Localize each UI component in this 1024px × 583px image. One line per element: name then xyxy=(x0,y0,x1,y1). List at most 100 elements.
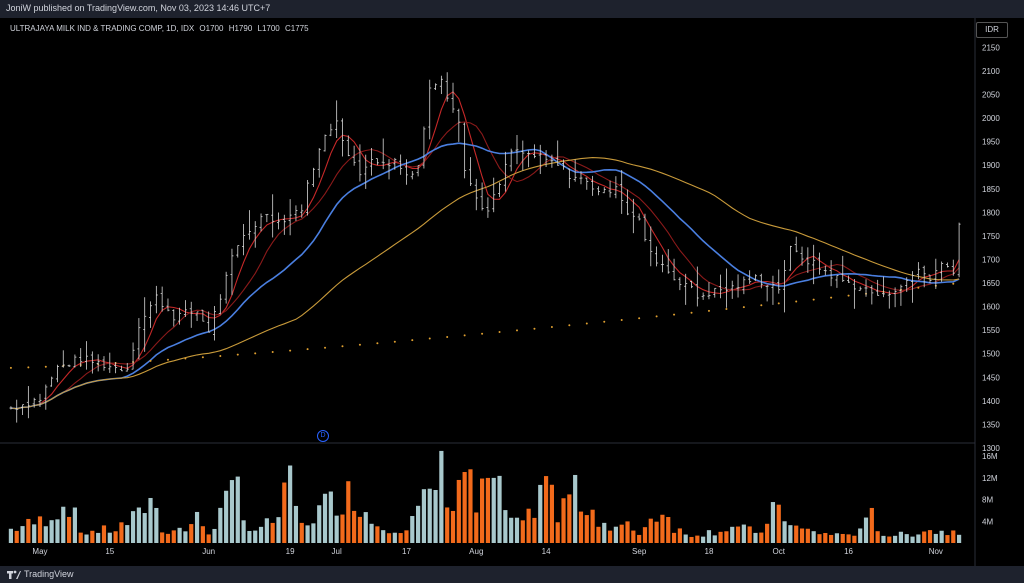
ma-dot xyxy=(568,324,571,327)
price-bar xyxy=(183,300,187,317)
price-bar xyxy=(736,274,740,298)
price-bar xyxy=(317,148,321,178)
price-bar xyxy=(73,354,77,368)
low-value: 1700 xyxy=(261,24,280,33)
price-tick-label: 2150 xyxy=(982,43,1000,52)
volume-bar xyxy=(468,469,473,543)
volume-bar xyxy=(834,533,840,543)
volume-bar xyxy=(410,516,415,543)
tradingview-brand: TradingView xyxy=(24,569,74,579)
volume-bar xyxy=(625,521,630,543)
ma-dot xyxy=(393,340,396,343)
volume-bar xyxy=(119,522,124,543)
price-bar xyxy=(131,342,135,370)
tradingview-logo-icon xyxy=(7,570,21,579)
ma-dot xyxy=(184,357,187,360)
ma-dot xyxy=(533,327,536,330)
volume-bar xyxy=(735,526,741,543)
price-bar xyxy=(631,198,635,234)
ma-dot xyxy=(428,337,431,340)
price-bar xyxy=(742,276,746,295)
dividend-marker[interactable]: D xyxy=(317,430,329,442)
chart-area[interactable]: 1300 1350 1400 1450 1500 1550 1600 1650 1700 1750… xyxy=(0,18,1024,566)
volume-bar xyxy=(509,517,514,543)
volume-bar xyxy=(695,535,700,543)
volume-bar xyxy=(253,530,258,543)
ma-dot xyxy=(289,349,292,352)
volume-bar xyxy=(154,507,159,543)
price-bar xyxy=(503,151,507,192)
footer-bar: TradingView xyxy=(0,566,1024,583)
ma-dot xyxy=(306,348,309,351)
volume-bar xyxy=(596,526,601,543)
ma-dot xyxy=(585,322,588,325)
volume-bar xyxy=(136,507,141,543)
price-bars xyxy=(9,72,961,423)
volume-bar xyxy=(642,527,648,543)
volume-bar xyxy=(817,534,822,543)
price-bar xyxy=(876,279,880,296)
price-bar xyxy=(585,177,589,190)
volume-bar xyxy=(340,514,345,543)
price-bar xyxy=(852,279,856,309)
volume-bar xyxy=(369,523,374,543)
price-bar xyxy=(224,271,228,304)
price-bar xyxy=(434,83,438,91)
volume-bar xyxy=(439,450,444,543)
price-bar xyxy=(288,199,292,236)
price-bar xyxy=(346,135,350,157)
volume-bar xyxy=(724,531,729,543)
volume-bar xyxy=(567,494,572,543)
volume-bar xyxy=(125,525,130,543)
volume-bar xyxy=(747,526,752,543)
volume-bar xyxy=(927,530,933,543)
volume-bar xyxy=(788,525,793,543)
volume-bar xyxy=(375,526,380,543)
ma-dot xyxy=(742,306,745,309)
volume-bar xyxy=(334,515,339,543)
volume-bar xyxy=(357,516,363,543)
volume-bar xyxy=(799,528,805,543)
ma-dot xyxy=(952,282,955,285)
ma-dot xyxy=(463,334,466,337)
volume-bar xyxy=(258,526,264,543)
volume-bar xyxy=(270,522,275,543)
volume-bar xyxy=(165,533,171,543)
price-bar xyxy=(451,82,455,113)
x-tick-label: Sep xyxy=(632,547,647,556)
volume-bar xyxy=(276,517,281,543)
volume-bar xyxy=(72,507,77,543)
price-bar xyxy=(50,376,54,387)
price-tick-label: 2050 xyxy=(982,91,1000,100)
symbol-name: ULTRAJAYA MILK IND & TRADING COMP, 1D, I… xyxy=(10,24,195,33)
price-bar xyxy=(713,287,717,298)
volume-bar xyxy=(189,524,194,543)
volume-tick-label: 16M xyxy=(982,452,998,461)
price-bar xyxy=(253,221,257,248)
currency-button[interactable]: IDR xyxy=(976,22,1008,38)
price-bar xyxy=(759,273,763,289)
price-bar xyxy=(410,171,414,180)
volume-bar xyxy=(142,513,147,543)
volume-bar xyxy=(14,530,19,543)
volume-bar xyxy=(43,526,48,543)
ma-dot xyxy=(498,331,501,334)
price-bar xyxy=(143,297,147,352)
price-tick-label: 1600 xyxy=(982,303,1000,312)
chart-canvas[interactable]: 1300 1350 1400 1450 1500 1550 1600 1650 1700 1750… xyxy=(0,18,1024,566)
price-bar xyxy=(166,298,170,312)
price-bar xyxy=(393,157,397,170)
volume-bar xyxy=(427,488,432,543)
volume-bar xyxy=(328,491,333,543)
x-tick-label: Aug xyxy=(469,547,483,556)
ma-dot xyxy=(481,332,484,335)
volume-bar xyxy=(282,482,287,543)
price-bar xyxy=(32,397,36,408)
ma-dot xyxy=(777,302,780,305)
volume-bar xyxy=(526,508,531,543)
ma-dot xyxy=(725,308,728,311)
volume-bar xyxy=(456,479,461,543)
volume-bar xyxy=(893,535,898,543)
volume-bar xyxy=(32,524,37,543)
volume-bar xyxy=(910,536,915,543)
